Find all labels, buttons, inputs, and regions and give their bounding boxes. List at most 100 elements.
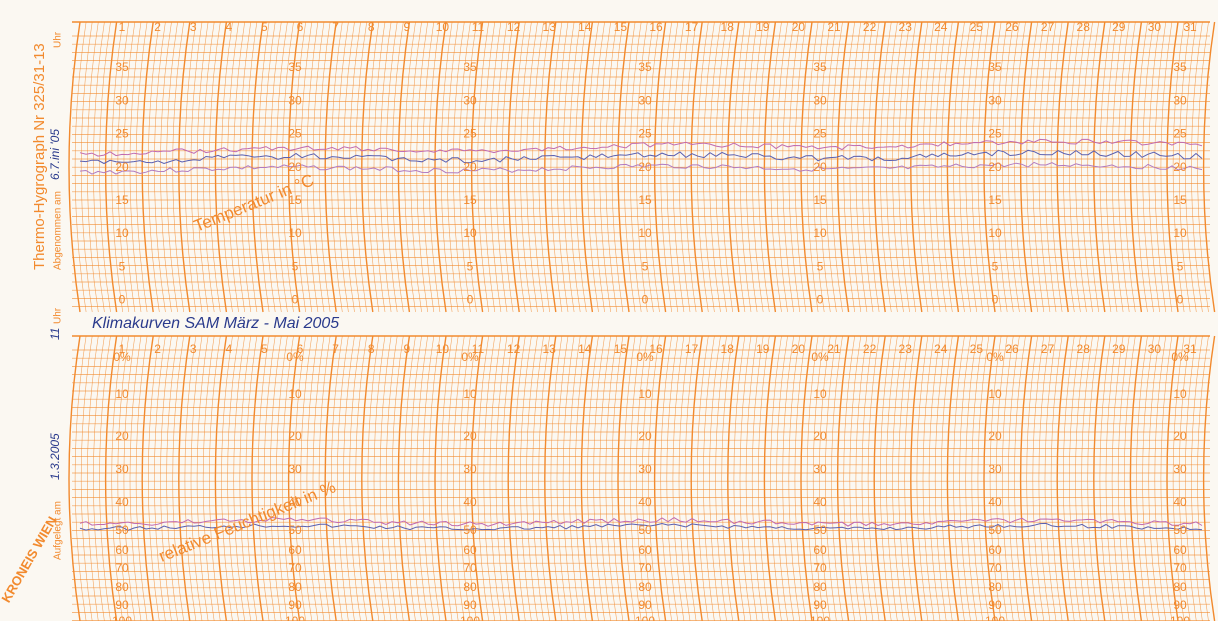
hum-scale: 40 <box>988 495 1002 509</box>
day-number: 23 <box>899 20 913 34</box>
grid-arc <box>1202 335 1216 621</box>
grid-arc <box>214 21 228 313</box>
grid-arc <box>1087 335 1099 621</box>
grid-arc <box>1008 335 1020 621</box>
grid-arc <box>1093 335 1106 621</box>
grid-arc <box>178 335 191 621</box>
temp-scale: 10 <box>638 226 652 240</box>
grid-arc <box>745 335 758 621</box>
grid-arc <box>800 21 813 313</box>
grid-arc <box>104 335 118 621</box>
grid-arc <box>556 21 569 313</box>
grid-arc <box>1038 335 1051 621</box>
grid-arc <box>526 335 538 621</box>
grid-arc <box>617 21 630 313</box>
hum-scale: 100 <box>635 614 655 621</box>
hum-scale: 40 <box>813 495 827 509</box>
grid-arc <box>721 21 733 313</box>
hum-scale: 70 <box>813 561 827 575</box>
temp-scale: 20 <box>813 160 827 174</box>
grid-arc <box>154 335 166 621</box>
grid-arc <box>532 21 544 313</box>
grid-arc <box>593 335 605 621</box>
grid-arc <box>959 21 971 313</box>
grid-arc <box>111 21 123 313</box>
grid-arc <box>763 21 777 313</box>
temp-scale: 20 <box>988 160 1002 174</box>
grid-arc <box>880 335 892 621</box>
temp-scale: 5 <box>992 259 999 273</box>
grid-arc <box>355 335 367 621</box>
day-number: 25 <box>970 20 984 34</box>
grid-arc <box>154 21 166 313</box>
hum-trace <box>79 516 1203 527</box>
grid-arc <box>928 21 941 313</box>
grid-arc <box>166 335 178 621</box>
grid-arc <box>697 21 709 313</box>
temp-scale: 35 <box>288 60 302 74</box>
hum-scale: 10 <box>288 387 302 401</box>
temp-scale: 15 <box>115 193 129 207</box>
day-number: 5 <box>261 20 268 34</box>
grid-arc <box>794 335 807 621</box>
grid-arc <box>538 335 550 621</box>
grid-arc <box>953 21 965 313</box>
grid-arc <box>1002 335 1014 621</box>
grid-arc <box>715 335 727 621</box>
hum-scale: 0% <box>286 350 304 364</box>
hum-scale: 50 <box>463 523 477 537</box>
removed-unit: Uhr <box>53 31 64 48</box>
grid-arc <box>983 21 996 313</box>
grid-arc <box>123 335 136 621</box>
day-number: 26 <box>1005 20 1019 34</box>
grid-arc <box>507 21 520 313</box>
grid-arc <box>653 335 667 621</box>
day-number: 28 <box>1077 342 1091 356</box>
grid-arc <box>422 335 435 621</box>
side-label: Thermo-Hygrograph Nr 325/31-13 Abgenommen… <box>31 31 64 560</box>
grid-arc <box>1136 335 1148 621</box>
day-number: 30 <box>1148 20 1162 34</box>
grid-arc <box>166 21 178 313</box>
day-number: 14 <box>578 20 592 34</box>
grid-arc <box>318 335 331 621</box>
grid-arc <box>410 335 422 621</box>
hum-scale: 90 <box>1173 598 1187 612</box>
grid-arc <box>343 21 355 313</box>
day-number: 18 <box>721 342 735 356</box>
day-number: 27 <box>1041 342 1055 356</box>
grid-arc <box>331 335 343 621</box>
grid-arc <box>239 21 252 313</box>
hum-scale: 0% <box>461 350 479 364</box>
day-number: 12 <box>507 342 521 356</box>
grid-arc <box>245 335 258 621</box>
grid-arc <box>1093 21 1106 313</box>
grid-arc <box>129 335 142 621</box>
grid-arc <box>934 335 947 621</box>
grid-arc <box>806 21 819 313</box>
grid-arc <box>995 335 1008 621</box>
day-number: 12 <box>507 20 521 34</box>
hum-scale: 40 <box>1173 495 1187 509</box>
grid-arc <box>886 335 898 621</box>
grid-arc <box>800 335 813 621</box>
grid-arc <box>123 21 136 313</box>
hum-scale: 80 <box>813 580 827 594</box>
temp-scale: 15 <box>1173 193 1187 207</box>
grid-arc <box>550 335 563 621</box>
grid-arc <box>434 21 447 313</box>
grid-arc <box>1197 335 1209 621</box>
grid-arc <box>544 21 557 313</box>
side-title: Thermo-Hygrograph Nr 325/31-13 <box>31 43 48 270</box>
temp-scale: 0 <box>992 293 999 307</box>
grid-arc <box>1014 21 1026 313</box>
grid-arc <box>1185 21 1197 313</box>
grid-arc <box>68 335 81 621</box>
note: Klimakurven SAM März - Mai 2005 <box>92 315 339 332</box>
day-number: 21 <box>827 20 841 34</box>
grid-arc <box>312 21 325 313</box>
grid-arc <box>459 335 471 621</box>
hum-scale: 100 <box>285 614 305 621</box>
day-number: 7 <box>332 20 339 34</box>
